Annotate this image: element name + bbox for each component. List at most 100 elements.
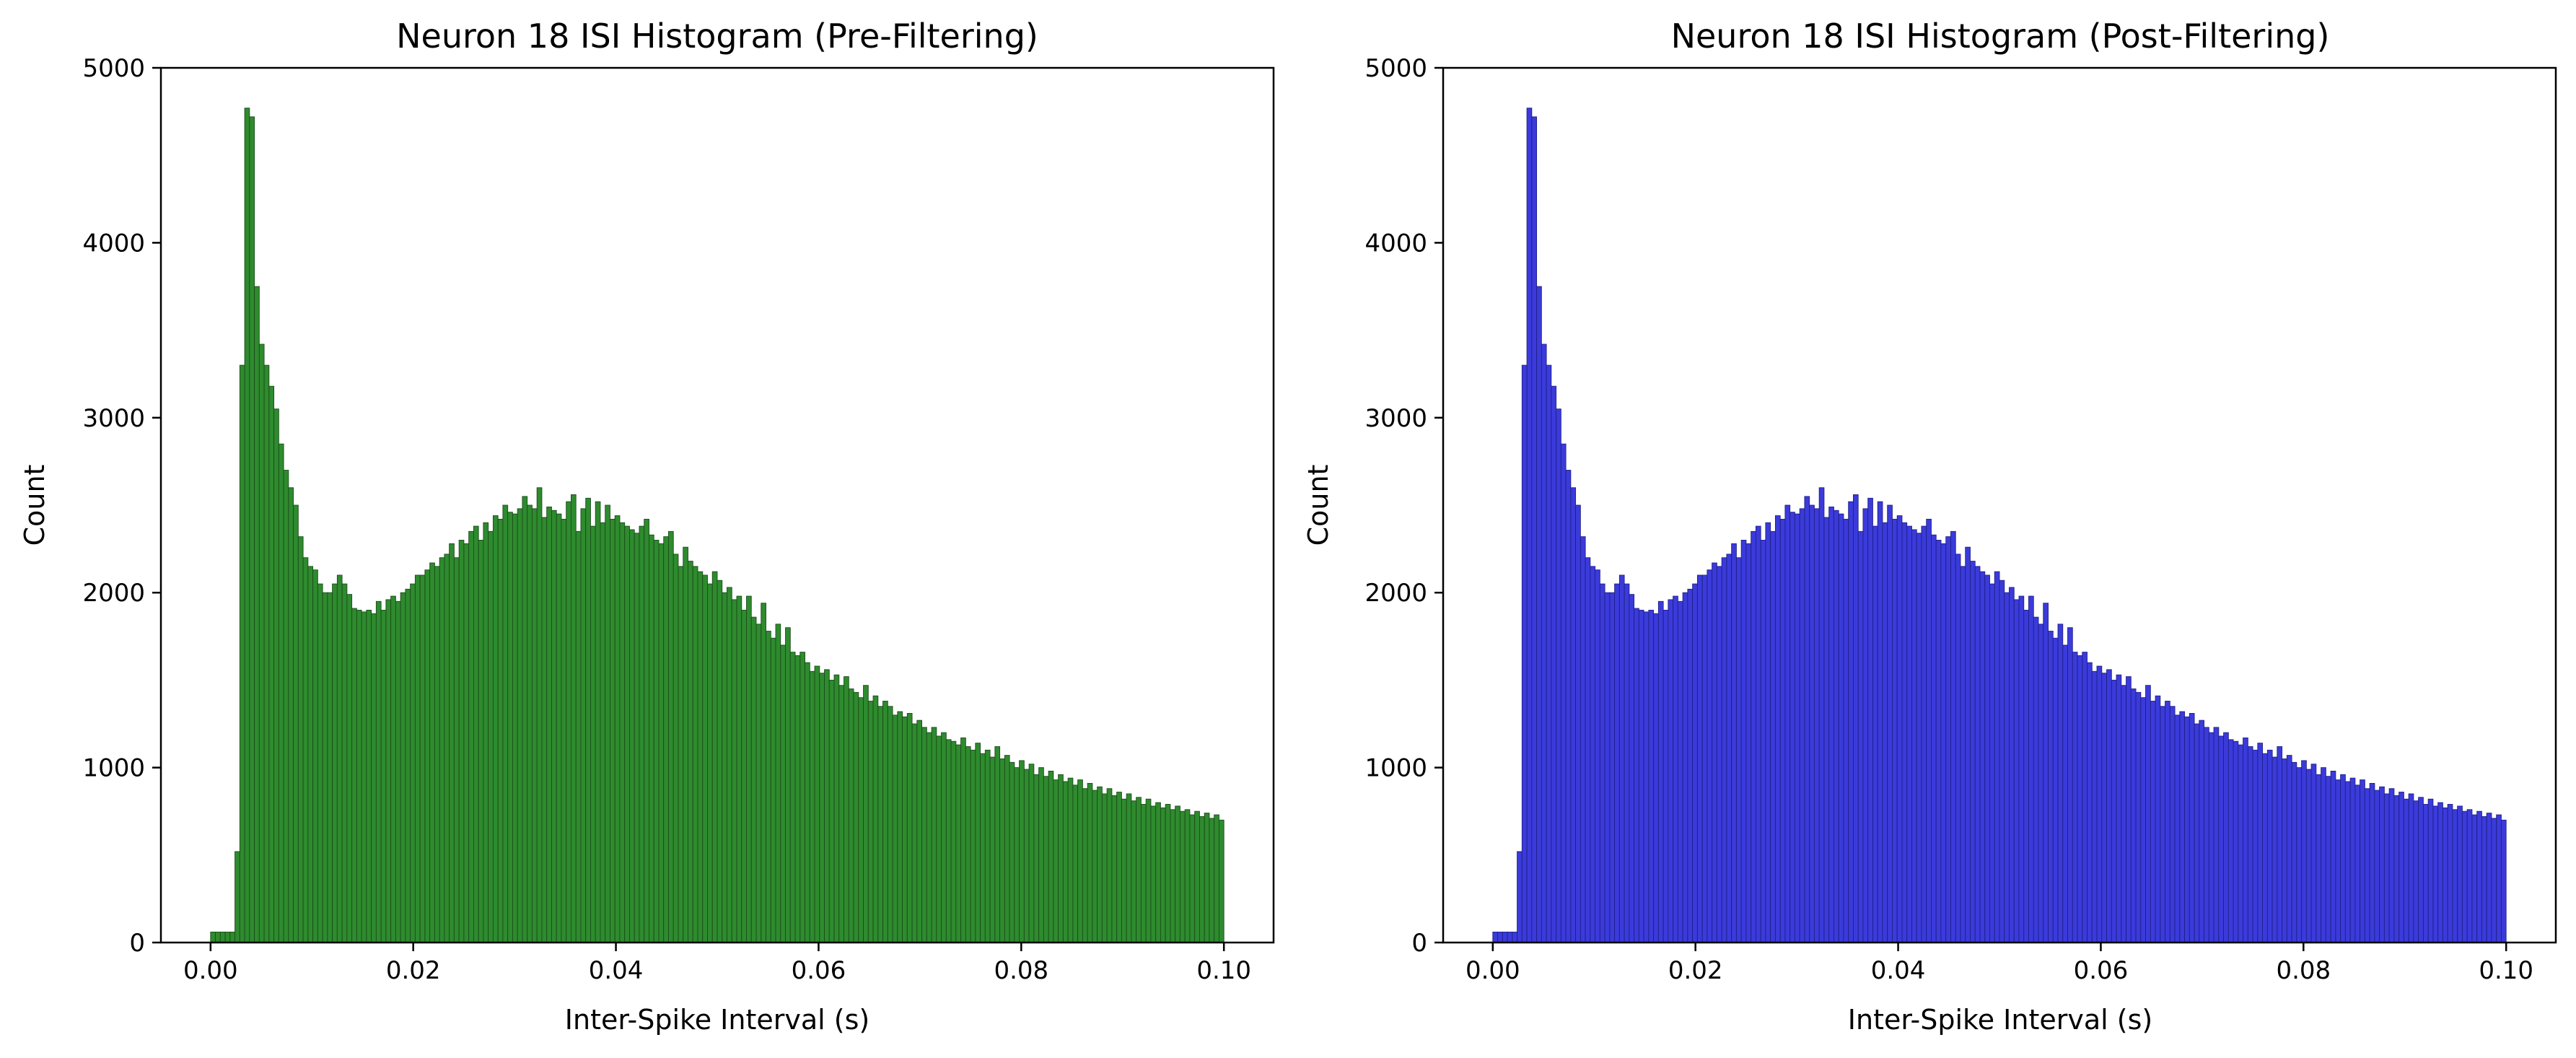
histogram-bar: [2321, 767, 2326, 943]
histogram-bar: [307, 566, 314, 943]
histogram-bar: [1784, 504, 1791, 943]
histogram-bar: [1818, 487, 1825, 943]
histogram-bar: [1116, 792, 1122, 943]
histogram-bar: [1575, 504, 1581, 943]
histogram-bar: [2360, 779, 2365, 943]
histogram-bar: [2238, 744, 2244, 943]
histogram-bar: [624, 525, 630, 943]
histogram-bar: [2262, 753, 2268, 943]
histogram-bar: [1755, 525, 1761, 943]
histogram-bar: [492, 515, 499, 943]
histogram-bar: [1921, 525, 1927, 943]
histogram-bar: [2062, 644, 2068, 943]
x-tick-label: 0.10: [1196, 956, 1251, 985]
histogram-bar: [833, 674, 840, 943]
histogram-bar: [867, 701, 874, 943]
histogram-bar: [2422, 804, 2429, 943]
histogram-bar: [1774, 515, 1781, 943]
histogram-bar: [551, 510, 557, 943]
y-tick-label: 1000: [82, 754, 145, 783]
x-tick-label: 0.06: [792, 956, 846, 985]
histogram-bar: [336, 574, 343, 943]
histogram-bar: [2383, 793, 2390, 943]
histogram-bar: [453, 557, 460, 943]
histogram-bar: [2271, 756, 2278, 943]
histogram-bar: [2344, 781, 2351, 943]
histogram-bar: [2476, 810, 2482, 943]
histogram-bar: [2009, 587, 2015, 943]
histogram-bar: [1760, 540, 1766, 943]
histogram-bar: [853, 691, 859, 943]
histogram-bar: [897, 711, 903, 943]
histogram-bar: [2393, 795, 2400, 943]
histogram-bar: [2184, 716, 2190, 943]
histogram-bar: [775, 624, 781, 943]
y-tick-label: 5000: [1364, 54, 1427, 83]
histogram-bar: [1189, 814, 1196, 943]
histogram-bar: [541, 517, 548, 943]
histogram-bar: [2286, 755, 2292, 943]
histogram-bar: [2461, 810, 2468, 943]
histogram-bar: [2398, 792, 2404, 943]
histogram-bar: [1204, 813, 1210, 943]
x-tick-label: 0.06: [2074, 956, 2129, 985]
histogram-bar: [746, 595, 752, 943]
x-axis-label: Inter-Spike Interval (s): [565, 1004, 869, 1036]
histogram-bar: [955, 744, 962, 943]
histogram-bar: [327, 592, 333, 943]
histogram-bar: [2437, 802, 2443, 943]
histogram-bar: [945, 739, 952, 943]
histogram-bar: [297, 536, 304, 943]
histogram-bar: [1145, 798, 1152, 943]
histogram-bar: [2486, 813, 2492, 943]
histogram-bar: [2126, 676, 2132, 943]
histogram-bar: [941, 732, 947, 943]
histogram-bar: [1512, 932, 1518, 943]
histogram-bar: [2369, 782, 2375, 943]
histogram-bar: [1687, 588, 1694, 943]
histogram-bar: [395, 600, 401, 943]
histogram-bar: [994, 746, 1001, 943]
histogram-bar: [960, 737, 966, 943]
histogram-bar: [1882, 522, 1888, 943]
y-axis-label: Count: [19, 465, 51, 546]
histogram-bar: [2500, 819, 2507, 943]
histogram-bar: [1624, 583, 1630, 943]
histogram-bar: [892, 714, 898, 943]
histogram-bar: [2252, 749, 2259, 943]
y-tick-label: 4000: [1364, 229, 1427, 258]
x-tick-label: 0.08: [2276, 956, 2331, 985]
histogram-bar: [1062, 781, 1069, 943]
histogram-panel-pre-filtering: Neuron 18 ISI Histogram (Pre-Filtering) …: [19, 17, 1275, 1036]
histogram-bar: [517, 508, 523, 943]
histogram-bar: [1599, 583, 1605, 943]
histogram-bar: [2349, 777, 2356, 943]
histogram-bar: [1662, 609, 1669, 943]
histogram-bar: [663, 536, 669, 943]
histogram-bar: [2091, 670, 2098, 943]
chart-title: Neuron 18 ISI Histogram (Pre-Filtering): [396, 17, 1038, 56]
histogram-bar: [2335, 779, 2341, 943]
histogram-bar: [727, 587, 732, 943]
histogram-bar: [2155, 695, 2161, 943]
histogram-bar: [629, 529, 635, 943]
histogram-bar: [761, 603, 766, 943]
histogram-bar: [1901, 522, 1908, 943]
histogram-bar: [1214, 814, 1219, 943]
histogram-bar: [254, 286, 260, 943]
histogram-bar: [619, 522, 626, 943]
x-tick-label: 0.00: [183, 956, 238, 985]
histogram-bar: [497, 518, 504, 943]
histogram-bar: [1707, 569, 1713, 943]
histogram-bar: [863, 685, 869, 943]
histogram-bar: [649, 534, 654, 943]
histogram-bar: [858, 697, 864, 943]
histogram-bar: [2204, 727, 2209, 943]
histogram-bar: [2316, 774, 2322, 943]
histogram-bar: [1111, 795, 1118, 943]
histogram-bar: [1989, 583, 1995, 943]
histogram-bar: [2213, 727, 2220, 943]
histogram-bar: [2354, 784, 2361, 943]
histogram-bar: [2165, 701, 2170, 943]
histogram-bar: [2130, 688, 2137, 943]
